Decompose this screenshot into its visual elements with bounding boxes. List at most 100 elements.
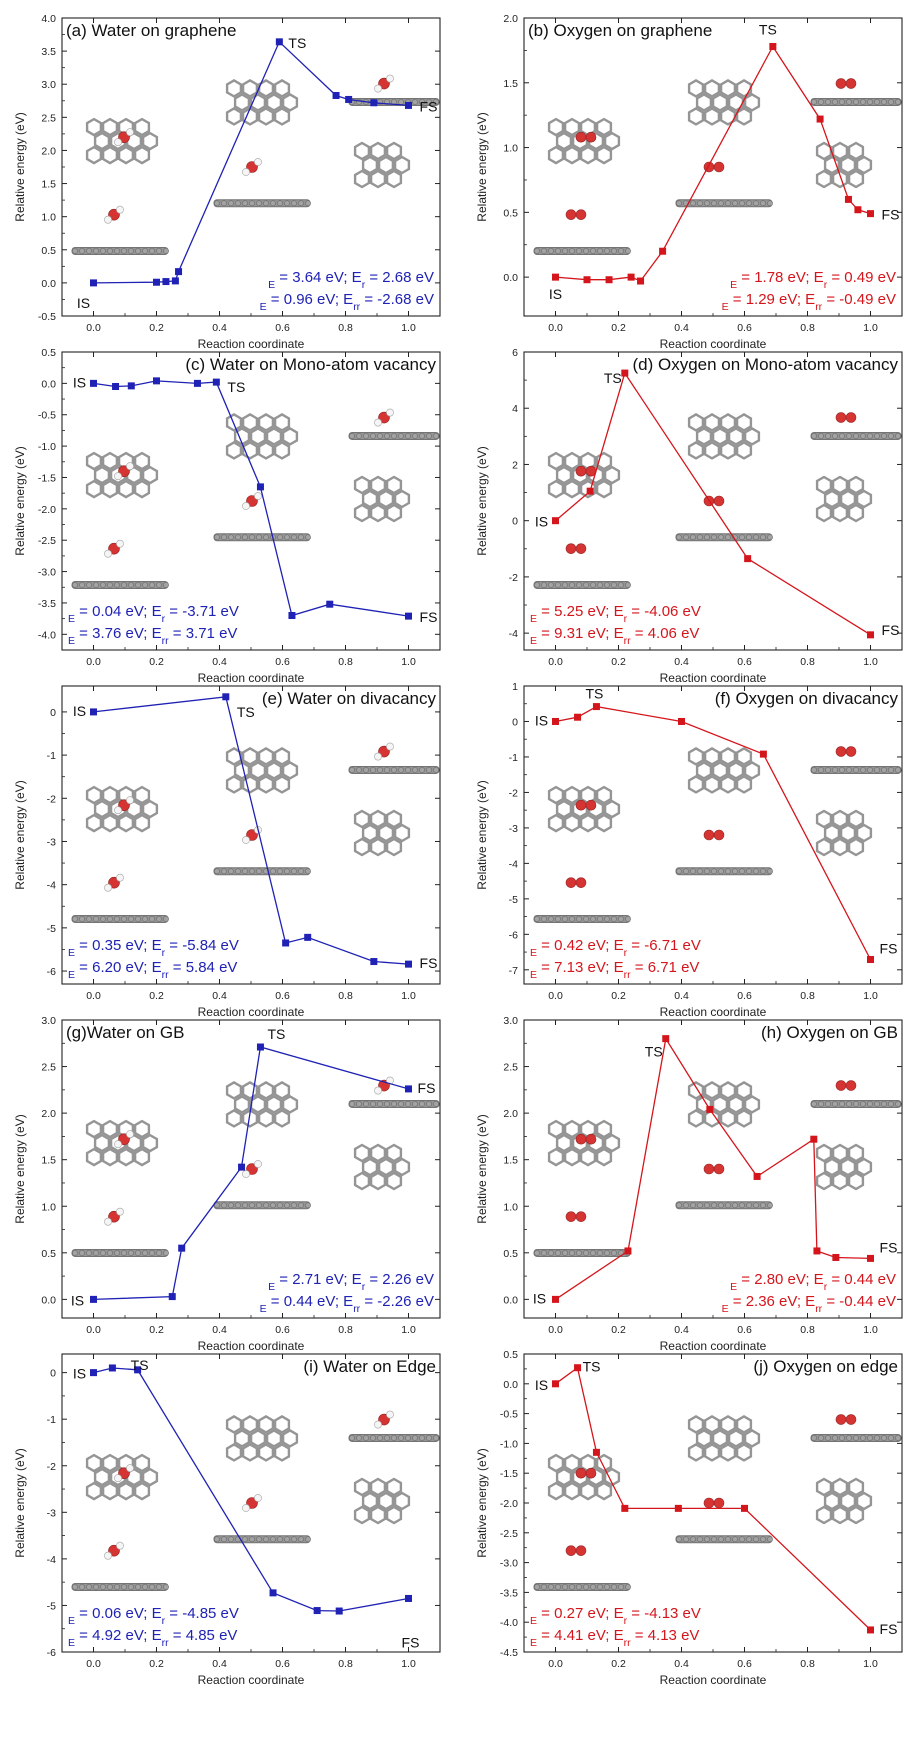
y-tick-label: 1.5: [503, 78, 518, 90]
carbon-atom: [746, 1536, 752, 1543]
carbon-atom: [377, 433, 383, 439]
y-tick-label: -6: [47, 1647, 56, 1659]
y-tick-label: -3.0: [500, 1558, 518, 1570]
graphene-ring: [831, 141, 849, 161]
graphene-ring: [735, 413, 753, 432]
carbon-atom: [732, 1202, 738, 1209]
carbon-atom: [163, 582, 169, 588]
carbon-atom: [142, 1250, 148, 1256]
graphene-ring: [257, 1109, 275, 1128]
x-tick-label: 0.2: [149, 322, 164, 334]
graphene-ring: [257, 747, 275, 766]
energy-subscript: r: [624, 1615, 628, 1627]
graphene-ring: [711, 761, 729, 780]
carbon-atom: [114, 916, 120, 922]
graphene-ring: [133, 479, 151, 499]
carbon-atom: [590, 1250, 596, 1256]
graphene-ring: [595, 785, 613, 805]
x-tick-label: 0.2: [611, 1658, 626, 1670]
state-label-fs: FS: [880, 1239, 898, 1255]
graphene-ring: [719, 1081, 737, 1100]
hydrogen-atom: [104, 1217, 112, 1226]
carbon-atom: [284, 200, 290, 207]
carbon-atom: [839, 433, 845, 439]
carbon-atom: [846, 99, 852, 105]
carbon-atom: [405, 767, 411, 773]
x-tick-label: 0.4: [674, 656, 689, 668]
graphene-ring: [85, 1453, 103, 1473]
graphene-ring: [595, 117, 613, 137]
x-tick-label: 0.8: [800, 1658, 815, 1670]
y-tick-label: -2.5: [500, 1528, 518, 1540]
x-axis-label: Reaction coordinate: [198, 1005, 305, 1019]
carbon-atom: [697, 534, 703, 541]
series-line: [93, 1367, 409, 1612]
graphene-ring: [257, 413, 275, 432]
graphene-ring: [823, 1491, 841, 1511]
graphene-ring: [719, 107, 737, 126]
carbon-atom: [163, 1250, 169, 1256]
graphene-ring: [101, 145, 119, 165]
carbon-atom: [725, 868, 731, 875]
y-tick-label: -5: [47, 1600, 56, 1612]
structure-illustrations: [533, 412, 902, 589]
graphene-ring: [377, 489, 395, 509]
graphene-ring: [353, 169, 371, 189]
graphene-ring: [555, 465, 573, 485]
carbon-atom: [291, 868, 297, 875]
graphene-ring: [823, 1157, 841, 1177]
energy-annotation: E = 4.41 eV; Err = 4.13 eV: [530, 1627, 699, 1649]
graphene-ring: [687, 441, 705, 460]
carbon-atom: [874, 99, 880, 105]
x-tick-label: 0.0: [548, 1658, 563, 1670]
x-tick-label: 0.2: [149, 1658, 164, 1670]
carbon-atom: [569, 582, 575, 588]
x-tick-label: 1.0: [863, 990, 878, 1002]
carbon-atom: [214, 1202, 220, 1209]
x-tick-label: 0.6: [737, 990, 752, 1002]
graphene-ring: [85, 785, 103, 805]
graphene-ring: [735, 747, 753, 766]
graphene-ring: [815, 141, 833, 161]
hydrogen-atom: [374, 418, 382, 427]
graphene-ring: [233, 761, 251, 780]
carbon-atom: [690, 200, 696, 207]
graphene-ring: [847, 141, 865, 161]
graphene-ring: [265, 93, 283, 112]
y-tick-label: -1: [47, 750, 56, 762]
energy-text: = 2.68 eV: [365, 269, 434, 286]
graphene-ring: [273, 1415, 291, 1434]
hydrogen-atom: [242, 502, 250, 510]
carbon-atom: [625, 916, 631, 922]
graphene-ring: [687, 1109, 705, 1128]
oxygen-atom: [565, 877, 577, 888]
carbon-atom: [384, 433, 390, 439]
graphene-ring: [727, 427, 745, 446]
graphene-ring: [241, 107, 259, 126]
x-tick-label: 1.0: [863, 1658, 878, 1670]
x-tick-label: 0.4: [674, 322, 689, 334]
graphene-ring: [719, 79, 737, 98]
carbon-atom: [888, 1435, 894, 1441]
y-tick-label: -3.5: [500, 1587, 518, 1599]
energy-text: = 0.49 eV: [827, 269, 896, 286]
energy-subscript: r: [162, 1615, 166, 1627]
carbon-atom: [832, 1435, 838, 1441]
oxygen-atom: [246, 495, 258, 507]
oxygen-atom: [378, 1413, 390, 1426]
carbon-atom: [426, 767, 432, 773]
carbon-atom: [121, 582, 127, 588]
carbon-atom: [305, 868, 311, 875]
oxygen-atom: [575, 1467, 587, 1479]
graphene-ring: [735, 1081, 753, 1100]
carbon-atom: [718, 1536, 724, 1543]
graphene-ring: [361, 489, 379, 509]
hydrogen-atom: [114, 1474, 122, 1483]
oxygen-atom: [575, 209, 587, 220]
oxygen-atom: [118, 1467, 130, 1479]
graphene-ring: [257, 1443, 275, 1462]
carbon-atom: [625, 1584, 631, 1590]
graphene-ring: [241, 1109, 259, 1128]
graphene-ring: [353, 1477, 371, 1497]
graphene-ring: [233, 93, 251, 112]
